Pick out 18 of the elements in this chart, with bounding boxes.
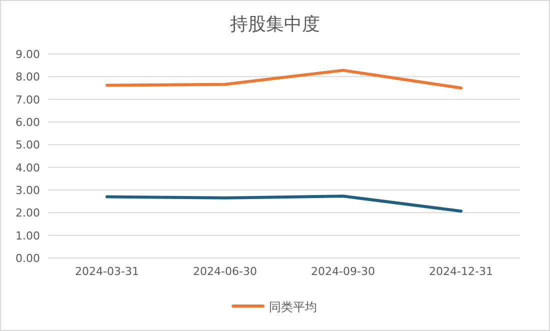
y-tick-label: 4.00	[16, 161, 40, 174]
line-series	[106, 68, 462, 90]
legend-label: 同类平均	[269, 300, 317, 314]
y-tick-label: 7.00	[16, 93, 40, 106]
y-tick-label: 2.00	[16, 206, 40, 220]
y-tick-label: 1.00	[16, 229, 40, 242]
x-tick-label: 2024-12-31	[429, 265, 493, 278]
x-tick-label: 2024-03-31	[75, 265, 139, 278]
y-tick-label: 6.00	[16, 116, 40, 129]
y-tick-label: 8.00	[16, 70, 40, 84]
y-tick-label: 3.00	[16, 184, 40, 197]
line-series	[106, 194, 462, 213]
x-tick-label: 2024-06-30	[193, 265, 257, 278]
y-tick-label: 0.00	[16, 252, 40, 265]
chart-title: 持股集中度	[230, 14, 320, 35]
y-tick-label: 9.00	[16, 48, 40, 61]
y-tick-label: 5.00	[16, 138, 40, 152]
x-tick-label: 2024-09-30	[311, 265, 375, 278]
